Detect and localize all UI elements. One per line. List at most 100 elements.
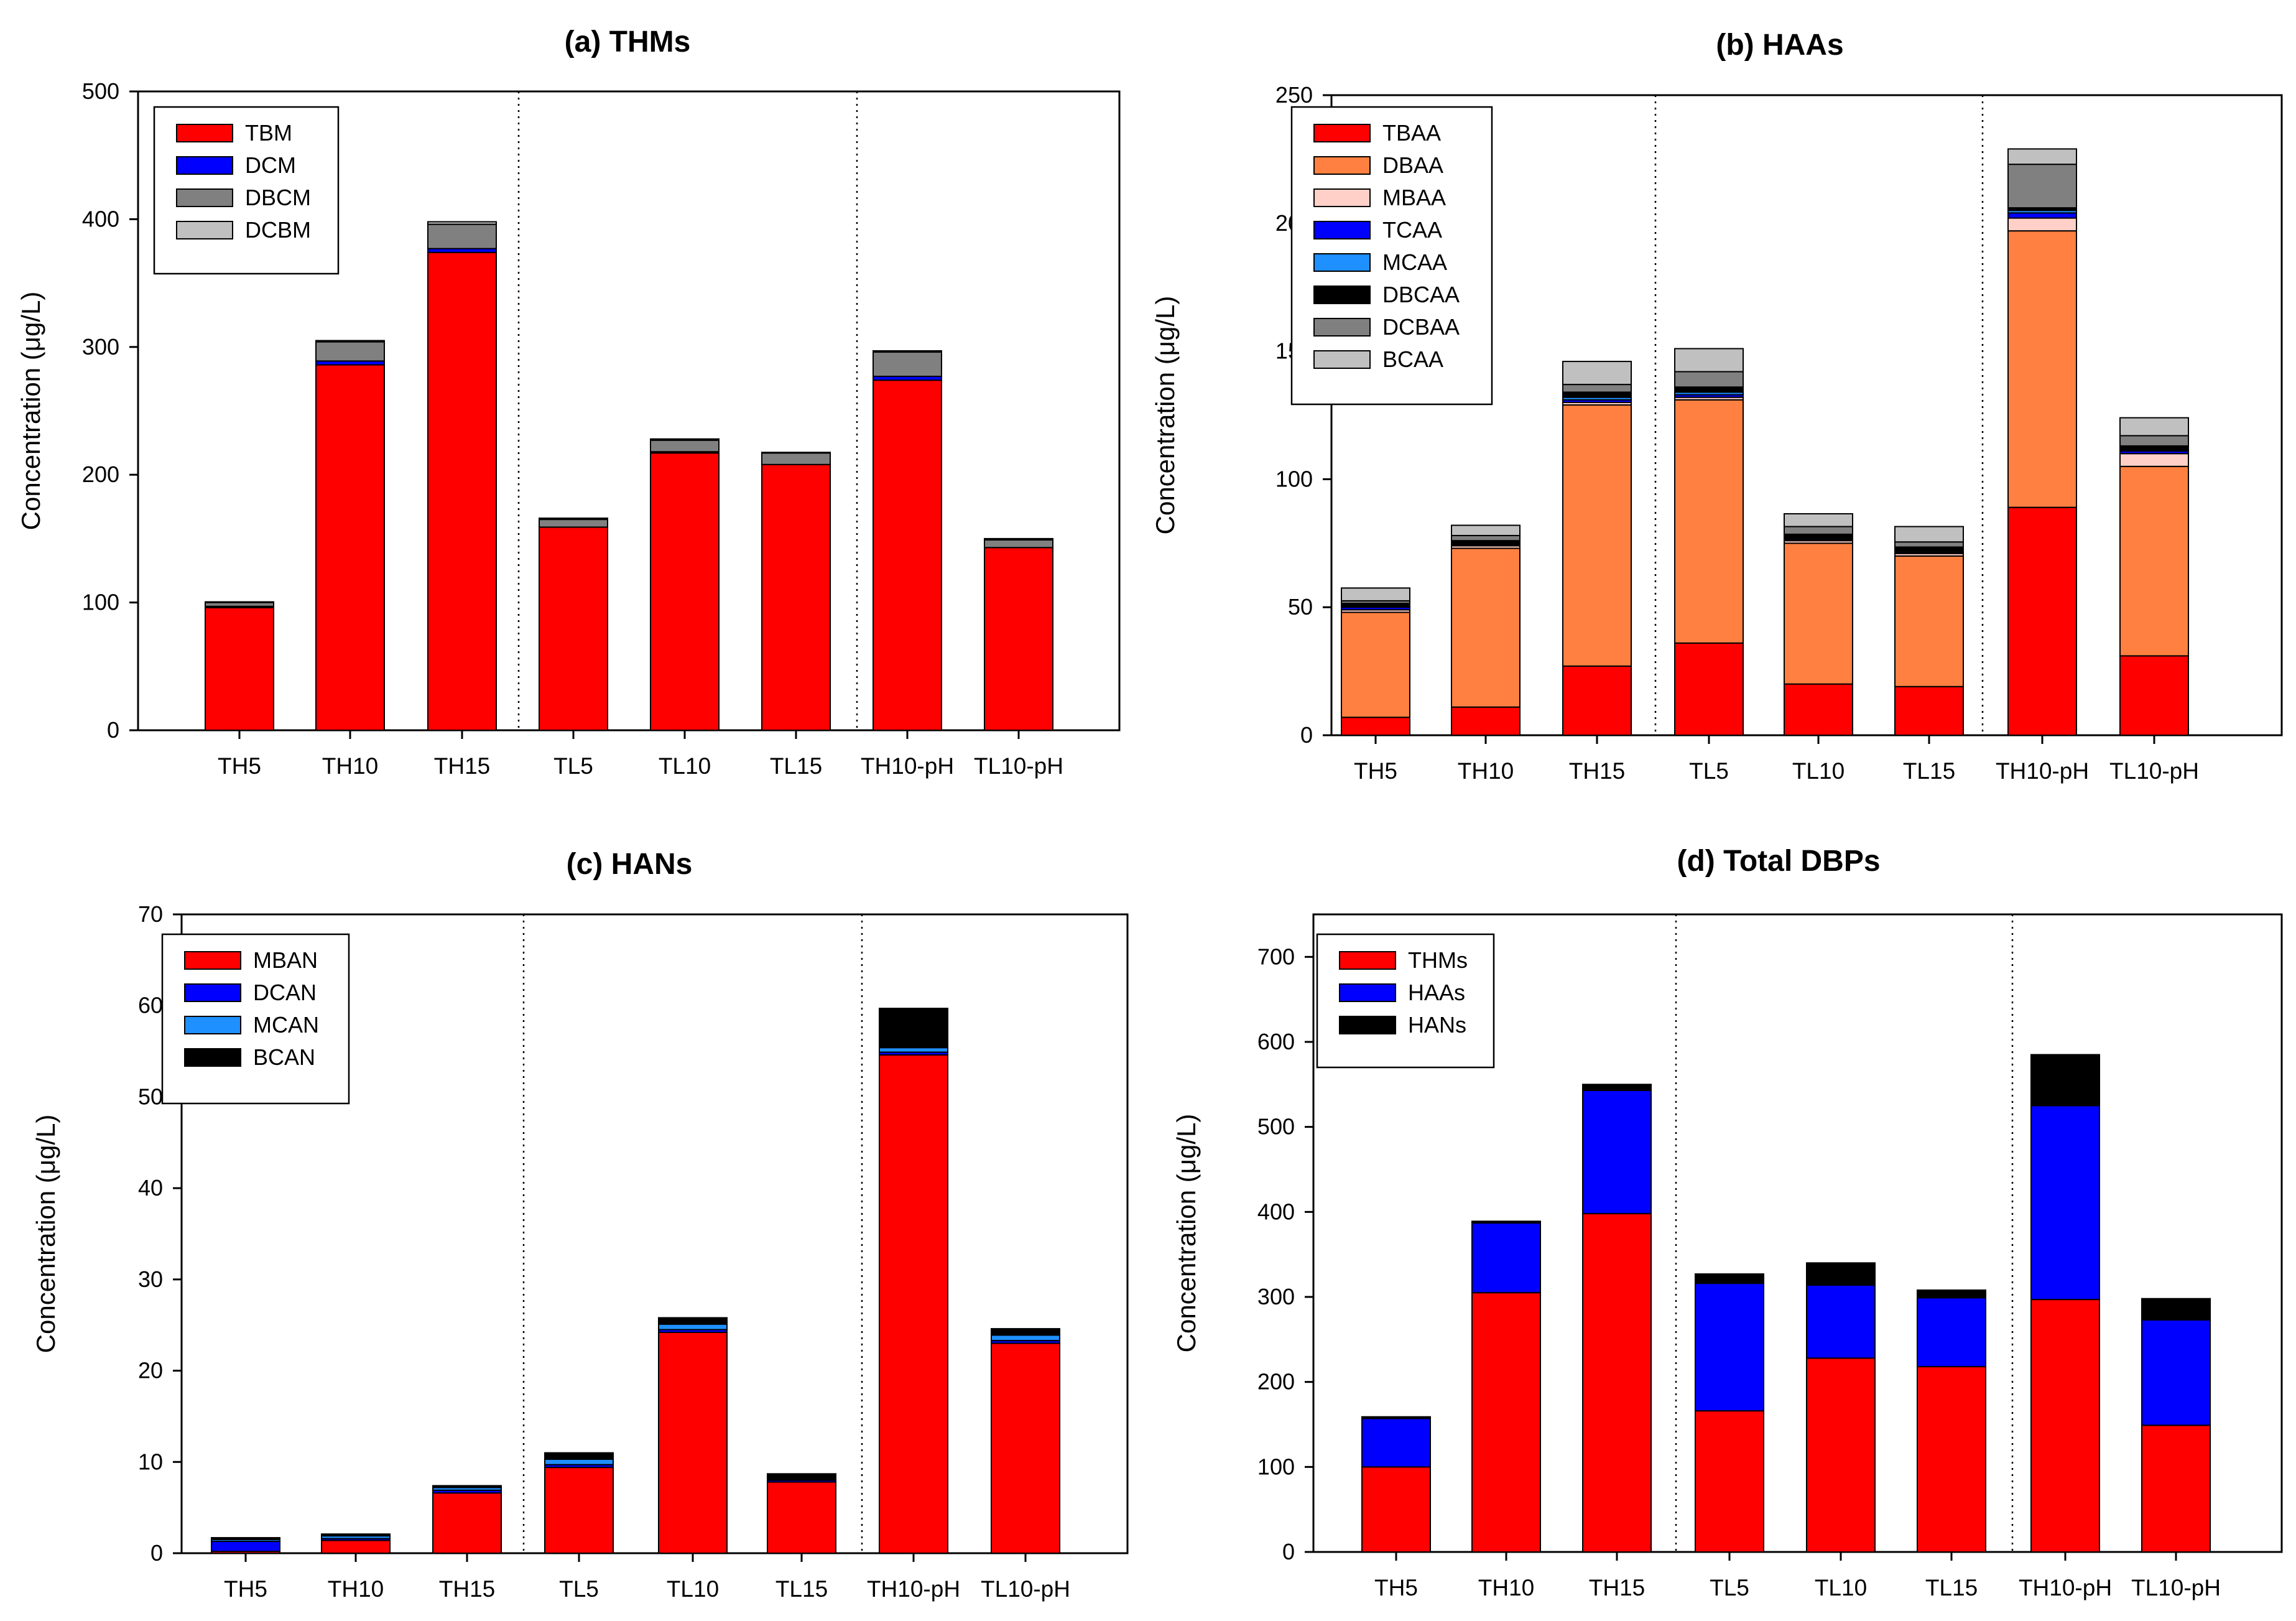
legend-label: MBAN xyxy=(253,947,318,973)
chart-total: (d) Total DBPs 0 100 200 300 400 500 600 700 Conc… xyxy=(1172,845,2283,1600)
x-tick-label: TL10-pH xyxy=(974,753,1063,779)
legend-label: DCAN xyxy=(253,980,317,1005)
bar-bcan-tl5 xyxy=(544,1452,614,1460)
y-tick-label: 200 xyxy=(1257,1369,1295,1395)
bar-tbm-th15 xyxy=(427,251,497,731)
bar-dbcaa-tl5 xyxy=(1674,386,1744,393)
legend-label: MCAN xyxy=(253,1012,319,1038)
y-tick-label: 70 xyxy=(138,901,163,927)
x-tick-label: TL15 xyxy=(1903,758,1955,784)
bar-tbaa-th15 xyxy=(1562,665,1632,736)
x-tick-label: TL5 xyxy=(1689,758,1729,784)
bar-thms-tl10-ph xyxy=(2141,1424,2211,1553)
bar-tbaa-tl10 xyxy=(1784,683,1853,736)
bar-hans-th10 xyxy=(1471,1220,1541,1224)
bar-tbaa-th10-ph xyxy=(2007,506,2077,736)
bar-mban-th15 xyxy=(432,1492,502,1554)
x-tick-label: TL15 xyxy=(1925,1575,1978,1600)
chart-title: (b) HAAs xyxy=(1716,29,1843,62)
bar-dbcaa-th15 xyxy=(1562,391,1632,398)
x-tick-label: TL10 xyxy=(659,753,711,779)
bar-haas-tl10-ph xyxy=(2141,1319,2211,1426)
bar-haas-th10 xyxy=(1471,1222,1541,1294)
bar-dcbm-tl10 xyxy=(650,438,720,441)
x-tick-label: TH15 xyxy=(1569,758,1625,784)
x-tick-label: TH10-pH xyxy=(867,1576,960,1602)
y-tick-label: 0 xyxy=(1300,722,1313,748)
x-tick-label: TL5 xyxy=(1710,1575,1749,1600)
chart-hans: (c) HANs 0 10 20 30 40 50 60 70 Concentration (μg… xyxy=(31,848,1129,1602)
y-axis-title: Concentration (μg/L) xyxy=(31,1115,60,1354)
y-tick-label: 250 xyxy=(1275,82,1313,108)
bar-dcbm-tl5 xyxy=(539,518,608,521)
bar-tbaa-tl10-ph xyxy=(2119,655,2189,736)
bar-haas-th5 xyxy=(1361,1418,1431,1468)
x-tick-label: TH10-pH xyxy=(861,753,954,779)
y-tick-label: 400 xyxy=(1257,1199,1295,1224)
bar-tbaa-tl15 xyxy=(1894,685,1964,736)
x-tick-label: TH5 xyxy=(224,1576,267,1602)
y-tick-label: 400 xyxy=(82,206,119,231)
legend-label: DCBM xyxy=(245,217,311,243)
legend-label: TBM xyxy=(245,120,292,146)
y-tick-label: 200 xyxy=(82,462,119,487)
y-tick-label: 50 xyxy=(138,1084,163,1109)
y-axis-title: Concentration (μg/L) xyxy=(1150,296,1180,535)
bar-hans-tl15 xyxy=(1917,1289,1986,1299)
bar-tbaa-th5 xyxy=(1341,717,1410,736)
x-tick-label: TH10 xyxy=(322,753,378,779)
legend-label: BCAN xyxy=(253,1044,315,1070)
legend: MBAN DCAN MCAN BCAN xyxy=(161,933,350,1105)
bar-hans-th5 xyxy=(1361,1416,1431,1419)
legend-swatch xyxy=(1339,951,1396,970)
chart-title: (a) THMs xyxy=(565,26,691,58)
legend-swatch xyxy=(184,983,241,1002)
x-tick-label: TL5 xyxy=(553,753,593,779)
bar-dcbm-tl15 xyxy=(761,452,831,454)
y-tick-label: 100 xyxy=(1257,1454,1295,1479)
bar-hans-th15 xyxy=(1582,1084,1652,1091)
legend: TBM DCM DBCM DCBM xyxy=(153,106,340,275)
x-tick-label: TH10-pH xyxy=(1996,758,2089,784)
legend-label: MCAA xyxy=(1382,249,1447,275)
legend-label: TBAA xyxy=(1382,120,1441,146)
bar-tbaa-th10 xyxy=(1451,706,1521,736)
legend-swatch xyxy=(1339,1016,1396,1034)
legend-swatch xyxy=(184,1048,241,1067)
bar-bcaa-tl5 xyxy=(1674,348,1744,373)
y-tick-label: 10 xyxy=(138,1449,163,1474)
y-tick-label: 600 xyxy=(1257,1029,1295,1054)
y-tick-label: 0 xyxy=(1282,1539,1295,1564)
bar-thms-th5 xyxy=(1361,1466,1431,1553)
legend: THMs HAAs HANs xyxy=(1316,933,1495,1069)
y-tick-label: 50 xyxy=(1288,594,1313,620)
y-axis-title: Concentration (μg/L) xyxy=(1172,1114,1201,1353)
x-tick-label: TH10-pH xyxy=(2019,1575,2112,1600)
bar-tbaa-tl5 xyxy=(1674,642,1744,736)
bar-dbcm-tl10-ph xyxy=(984,539,1053,549)
y-tick-label: 300 xyxy=(1257,1284,1295,1309)
chart-title: (c) HANs xyxy=(567,848,693,881)
bar-thms-tl10 xyxy=(1806,1357,1876,1553)
x-tick-label: TH15 xyxy=(434,753,490,779)
bar-dbcm-th10 xyxy=(315,341,385,362)
bar-bcaa-th10 xyxy=(1451,524,1521,536)
bar-dcbaa-th15 xyxy=(1562,384,1632,393)
x-tick-label: TL10 xyxy=(667,1576,719,1602)
bar-bcan-tl10 xyxy=(658,1317,728,1325)
legend-swatch xyxy=(176,188,233,207)
bar-mban-th10-ph xyxy=(879,1054,948,1554)
bar-mban-tl15 xyxy=(767,1481,836,1554)
legend-label: DCM xyxy=(245,152,296,178)
bar-tbm-tl10 xyxy=(650,452,720,731)
legend-swatch xyxy=(1339,983,1396,1002)
x-tick-label: TL10 xyxy=(1815,1575,1867,1600)
bar-tcaa-th10-ph xyxy=(2007,212,2077,219)
plot-frame xyxy=(137,90,1121,732)
x-tick-label: TL15 xyxy=(770,753,822,779)
bar-dcbm-th15 xyxy=(427,221,497,225)
legend-swatch xyxy=(184,1016,241,1034)
bar-dbaa-tl10-ph xyxy=(2119,465,2189,657)
bar-dcan-th5 xyxy=(211,1540,280,1553)
